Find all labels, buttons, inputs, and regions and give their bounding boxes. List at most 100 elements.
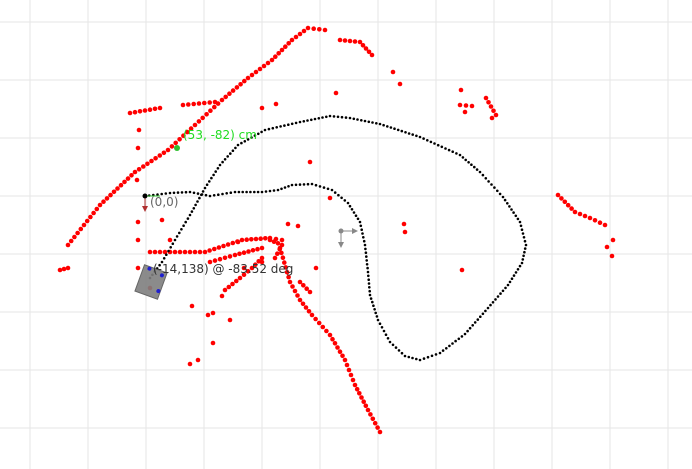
- path-point: [498, 192, 502, 196]
- path-point: [240, 141, 243, 145]
- obstacle-point: [157, 105, 163, 111]
- obstacle-point: [363, 403, 369, 409]
- path-point: [501, 289, 505, 293]
- obstacle-point: [459, 267, 465, 273]
- obstacle-point: [234, 278, 239, 284]
- path-point: [325, 115, 328, 119]
- path-point: [400, 129, 404, 133]
- path-point: [476, 318, 480, 321]
- obstacle-point: [187, 249, 193, 255]
- path-point: [516, 217, 520, 221]
- path-point: [200, 193, 203, 197]
- obstacle-point: [297, 31, 303, 37]
- path-point: [367, 274, 370, 278]
- path-point: [484, 309, 487, 313]
- obstacle-point: [602, 222, 608, 228]
- obstacle-point: [342, 357, 348, 363]
- path-point: [318, 185, 322, 188]
- obstacle-point: [289, 37, 295, 43]
- obstacle-point: [277, 245, 283, 251]
- path-point: [372, 304, 375, 308]
- path-point: [494, 298, 497, 301]
- obstacle-point: [365, 407, 371, 413]
- robot-icon[interactable]: [134, 264, 168, 300]
- obstacle-point: [207, 259, 213, 265]
- obstacle-point: [249, 237, 254, 242]
- path-point: [359, 224, 363, 228]
- obstacle-point: [147, 107, 153, 112]
- path-point: [360, 119, 363, 122]
- obstacle-point: [181, 133, 186, 138]
- path-point: [352, 117, 356, 121]
- obstacle-point: [210, 310, 216, 316]
- goal-frame-icon: [338, 228, 358, 248]
- obstacle-point: [137, 109, 143, 114]
- path-point: [380, 326, 384, 329]
- obstacle-point: [337, 349, 343, 355]
- obstacle-point: [222, 287, 228, 293]
- obstacle-point: [141, 164, 146, 169]
- path-point: [386, 125, 389, 128]
- obstacle-point: [242, 78, 247, 84]
- path-point: [165, 253, 168, 256]
- path-point: [317, 117, 321, 120]
- path-point: [367, 120, 371, 124]
- obstacle-point: [327, 332, 333, 338]
- path-point: [279, 125, 282, 128]
- obstacle-point: [227, 254, 233, 259]
- obstacle-point: [212, 104, 217, 110]
- path-point: [175, 235, 179, 238]
- path-point: [208, 180, 211, 183]
- obstacle-point: [253, 236, 259, 242]
- path-point: [489, 303, 492, 307]
- path-point: [194, 203, 197, 207]
- obstacle-point: [72, 234, 77, 240]
- obstacle-point: [241, 265, 247, 271]
- obstacle-point: [57, 267, 63, 273]
- path-point: [362, 239, 366, 243]
- path-point: [365, 263, 369, 266]
- obstacle-point: [327, 195, 333, 201]
- path-point: [306, 182, 310, 186]
- path-point: [371, 300, 374, 304]
- obstacle-point: [357, 391, 362, 396]
- path-point: [521, 232, 525, 235]
- obstacle-point: [153, 156, 158, 161]
- obstacle-point: [185, 129, 190, 135]
- obstacle-point: [202, 249, 208, 255]
- obstacle-point: [162, 249, 168, 255]
- obstacle-point: [208, 108, 213, 113]
- path-point: [236, 143, 240, 147]
- obstacle-point: [227, 91, 232, 96]
- path-point: [216, 167, 220, 170]
- obstacle-point: [301, 28, 307, 34]
- obstacle-point: [75, 230, 80, 236]
- obstacle-point: [191, 101, 196, 107]
- path-point: [302, 120, 306, 123]
- obstacle-points: [57, 25, 616, 435]
- obstacle-point: [122, 179, 127, 185]
- obstacle-point: [488, 104, 494, 109]
- obstacle-point: [244, 237, 249, 242]
- obstacle-point: [284, 270, 290, 275]
- path-point: [294, 121, 298, 125]
- path-point: [430, 354, 434, 358]
- obstacle-point: [352, 39, 358, 44]
- path-point: [376, 318, 380, 322]
- obstacle-point: [562, 199, 568, 205]
- obstacle-point: [230, 281, 235, 287]
- obstacle-point: [559, 196, 564, 201]
- path-point: [164, 192, 168, 195]
- obstacle-point: [225, 242, 231, 247]
- obstacle-point: [216, 245, 222, 250]
- path-point: [434, 353, 438, 356]
- obstacle-point: [311, 26, 317, 32]
- obstacle-point: [283, 265, 289, 270]
- obstacle-point: [173, 140, 178, 146]
- obstacle-point: [271, 239, 277, 244]
- obstacle-point: [306, 309, 312, 314]
- path-point: [471, 324, 475, 327]
